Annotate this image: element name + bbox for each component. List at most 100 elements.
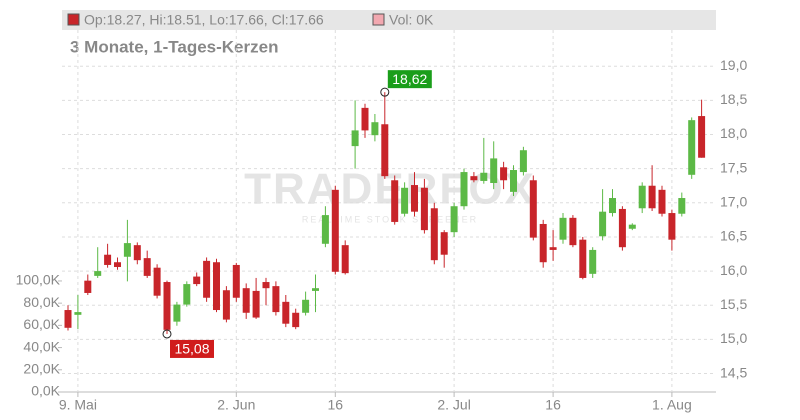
candle-body: [430, 208, 438, 261]
candle-body: [133, 245, 141, 261]
y-tick-label: 17,0: [720, 194, 747, 210]
candle-body: [173, 304, 181, 322]
y2-tick-label: 40,0K: [23, 338, 60, 354]
y-tick-label: 15,5: [720, 296, 747, 312]
volume-header: Vol: 0K: [389, 12, 434, 28]
candle-body: [519, 150, 527, 173]
candle-body: [193, 276, 201, 285]
annotation-label: 15,08: [174, 341, 209, 357]
candle-body: [143, 258, 151, 276]
candle-body: [480, 172, 488, 181]
x-tick-label: 9. Mai: [59, 397, 97, 413]
annotation-label: 18,62: [392, 71, 427, 87]
candle-body: [114, 262, 121, 268]
candle-body: [549, 247, 557, 250]
candle-body: [440, 232, 448, 255]
annotation-box: [387, 70, 432, 89]
candle-body: [579, 239, 587, 278]
candle-body: [539, 223, 547, 263]
candle-body: [460, 172, 468, 207]
candle-body: [94, 271, 102, 276]
candle-body: [292, 312, 300, 328]
ohlc-swatch: [67, 13, 80, 26]
y-tick-label: 16,5: [720, 228, 747, 244]
extreme-marker: [162, 329, 172, 339]
candle-body: [341, 245, 349, 274]
y-tick-label: 18,0: [720, 125, 747, 141]
candle-body: [252, 290, 260, 318]
y-tick-label: 18,5: [720, 91, 747, 107]
y2-tick-label: 100,0K: [16, 272, 61, 288]
candle-body: [411, 185, 418, 212]
candle-body: [668, 213, 676, 240]
candle-body: [321, 215, 329, 244]
candle-body: [599, 211, 607, 237]
candle-body: [500, 167, 508, 181]
candle-body: [312, 288, 319, 291]
x-tick-label: 1. Aug: [652, 397, 692, 413]
candle-body: [104, 254, 112, 265]
candle-body: [163, 282, 171, 330]
candle-body: [351, 130, 359, 147]
candle-body: [381, 124, 389, 177]
x-tick-label: 2. Jun: [217, 397, 255, 413]
candle-body: [371, 122, 379, 136]
header-bar: [62, 10, 716, 30]
volume-swatch: [372, 13, 385, 26]
candle-body: [262, 282, 270, 289]
candle-body: [222, 290, 230, 320]
y2-tick-label: 20,0K: [23, 360, 60, 376]
candle-body: [450, 206, 458, 233]
candle-body: [302, 299, 310, 313]
y-tick-label: 14,5: [720, 364, 747, 380]
candle-body: [420, 187, 428, 231]
candle-body: [589, 249, 597, 274]
x-tick-label: 16: [545, 397, 561, 413]
candle-body: [203, 260, 211, 298]
watermark-tagline: REALTIME STOCK SCREENER: [302, 214, 478, 224]
chart-title: 3 Monate, 1-Tages-Kerzen: [70, 37, 278, 56]
annotation-box: [170, 339, 214, 358]
candle-body: [153, 267, 161, 296]
candle-body: [490, 158, 498, 183]
y-tick-label: 15,0: [720, 330, 747, 346]
candle-body: [470, 176, 478, 181]
candle-body: [242, 288, 250, 313]
candle-body: [688, 120, 696, 175]
x-tick-label: 2. Jul: [437, 397, 470, 413]
y-tick-label: 17,5: [720, 159, 747, 175]
candle-body: [609, 198, 616, 214]
candle-body: [559, 217, 567, 240]
candle-body: [391, 180, 399, 222]
candle-body: [232, 264, 240, 298]
x-tick-label: 16: [328, 397, 344, 413]
candle-body: [678, 198, 686, 214]
extreme-marker: [380, 87, 390, 97]
y2-tick-label: 80,0K: [23, 294, 60, 310]
y2-tick-label: 60,0K: [23, 316, 60, 332]
candle-body: [628, 224, 636, 229]
candle-body: [64, 310, 72, 328]
candle-body: [638, 185, 646, 209]
candle-body: [123, 243, 131, 257]
candle-body: [648, 185, 656, 209]
candle-body: [569, 217, 577, 246]
candle-body: [272, 286, 280, 313]
candle-body: [84, 280, 92, 293]
candle-body: [282, 301, 290, 324]
y-tick-label: 16,0: [720, 262, 747, 278]
candle-body: [331, 189, 339, 272]
ohlc-header: Op:18.27, Hi:18.51, Lo:17.66, Cl:17.66: [84, 12, 324, 28]
candle-body: [529, 180, 537, 238]
candle-body: [510, 170, 517, 192]
candle-body: [183, 284, 191, 305]
candle-body: [698, 116, 706, 158]
candle-body: [361, 107, 369, 131]
candle-body: [618, 208, 626, 248]
y2-tick-label: 0,0K: [31, 383, 60, 399]
candle-body: [74, 312, 82, 315]
candle-body: [401, 187, 409, 214]
candle-body: [213, 262, 220, 311]
candle-body: [658, 189, 666, 214]
